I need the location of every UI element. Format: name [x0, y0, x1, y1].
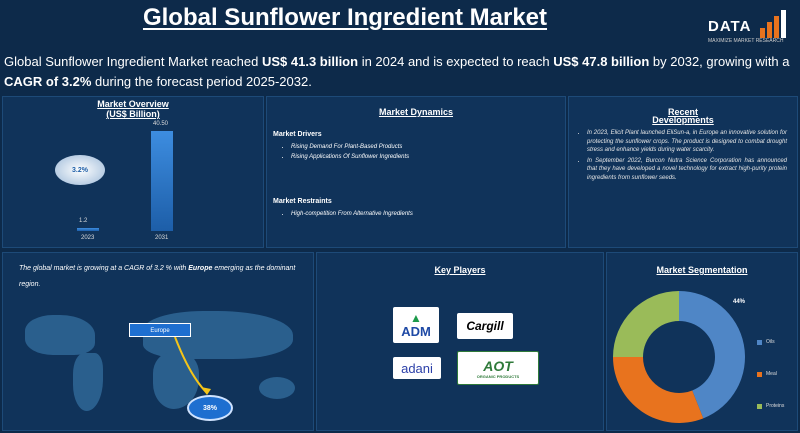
adm-text: ADM [401, 323, 431, 339]
cagr-badge: 3.2% [55, 155, 105, 185]
driver-item: Rising Demand For Plant-Based Products [291, 142, 565, 152]
adani-logo: adani [393, 357, 441, 379]
map-shape-south-america [73, 353, 103, 411]
overview-title: Market Overview [97, 99, 169, 109]
overview-bar [151, 131, 173, 231]
overview-bar-label: 40.50 [153, 121, 169, 127]
map-shape-americas [25, 315, 95, 355]
summary-part: during the forecast period 2025-2032. [91, 74, 312, 89]
legend-swatch [757, 371, 762, 377]
brand-logo: DATA MAXIMIZE MARKET RESEARCH [708, 6, 786, 44]
summary-part: in 2024 and is expected to reach [358, 54, 554, 69]
legend-item: Oils [757, 339, 775, 345]
summary-part: by 2032, growing with a [649, 54, 790, 69]
logo-text: DATA [708, 18, 752, 35]
map-caption-region: Europe [188, 265, 213, 272]
region-map-panel: The global market is growing at a CAGR o… [2, 252, 314, 431]
aot-text: AOT [483, 357, 513, 374]
drivers-heading: Market Drivers [273, 131, 322, 138]
adani-text: adani [401, 360, 433, 376]
adm-logo: ▲ ADM [393, 307, 439, 343]
map-caption: The global market is growing at a CAGR o… [19, 261, 297, 293]
overview-year-label: 2031 [155, 235, 169, 241]
dynamics-title: Market Dynamics [378, 107, 454, 117]
recent-title-2: Developments [652, 115, 714, 125]
europe-label: Europe [129, 323, 191, 337]
overview-bar [77, 228, 99, 231]
legend-swatch [757, 339, 762, 345]
legend-item: Proteins [757, 403, 784, 409]
summary-part: Global Sunflower Ingredient Market reach… [4, 54, 262, 69]
logo-sub: MAXIMIZE MARKET RESEARCH [708, 38, 784, 44]
summary-value-2032: US$ 47.8 billion [553, 54, 650, 69]
recent-title: Recent [667, 107, 698, 117]
restraint-item: High-competition From Alternative Ingred… [291, 209, 565, 219]
recent-developments-panel: Recent Developments In 2023, Elicit Plan… [568, 96, 798, 248]
summary-value-2024: US$ 41.3 billion [261, 54, 359, 69]
cargill-logo: Cargill [457, 313, 513, 339]
logo-bars-icon [760, 10, 786, 38]
aot-sub-text: ORGANIC PRODUCTS [476, 373, 520, 379]
overview-bar-label: 1.2 [79, 218, 88, 225]
development-item: In September 2022, Burcon Nutra Science … [587, 157, 787, 183]
region-share-badge: 38% [187, 395, 233, 421]
market-overview-panel: Market Overview (US$ Billion) 1.2 2023 40.… [2, 96, 264, 248]
donut-slice-proteins [613, 291, 679, 357]
legend-label: Proteins [766, 403, 785, 409]
cargill-text: Cargill [466, 319, 504, 333]
driver-item: Rising Applications Of Sunflower Ingredi… [291, 152, 565, 162]
donut-slice-oils [679, 291, 745, 419]
overview-subtitle: (US$ Billion) [106, 109, 160, 119]
region-arrow [174, 336, 211, 395]
market-segmentation-panel: Market Segmentation 44% Oils Meal Proteins [606, 252, 798, 431]
segment-pct-label: 44% [733, 299, 746, 305]
legend-label: Meal [766, 371, 777, 377]
key-players-panel: Key Players ▲ ADM Cargill adani AOT ORGA… [316, 252, 604, 431]
summary-text: Global Sunflower Ingredient Market reach… [4, 52, 796, 92]
legend-item: Meal [757, 371, 777, 377]
players-title: Key Players [434, 265, 486, 275]
legend-swatch [757, 403, 762, 409]
restraints-heading: Market Restraints [273, 198, 332, 205]
map-caption-part: The global market is growing at a CAGR o… [19, 265, 189, 272]
summary-cagr: CAGR of 3.2% [4, 74, 92, 89]
page-title: Global Sunflower Ingredient Market [142, 4, 548, 31]
development-item: In 2023, Elicit Plant launched EliSun-a,… [587, 129, 787, 155]
segmentation-title: Market Segmentation [656, 265, 748, 275]
aot-logo: AOT ORGANIC PRODUCTS [457, 351, 539, 385]
map-caption-part: emerging as the dominant region. [19, 265, 296, 288]
legend-label: Oils [766, 339, 775, 345]
donut-slice-meal [613, 357, 704, 423]
map-shape-australia [259, 377, 295, 399]
overview-year-label: 2023 [81, 235, 95, 241]
donut-svg [613, 291, 745, 423]
market-dynamics-panel: Market Dynamics Market Drivers Rising De… [266, 96, 566, 248]
